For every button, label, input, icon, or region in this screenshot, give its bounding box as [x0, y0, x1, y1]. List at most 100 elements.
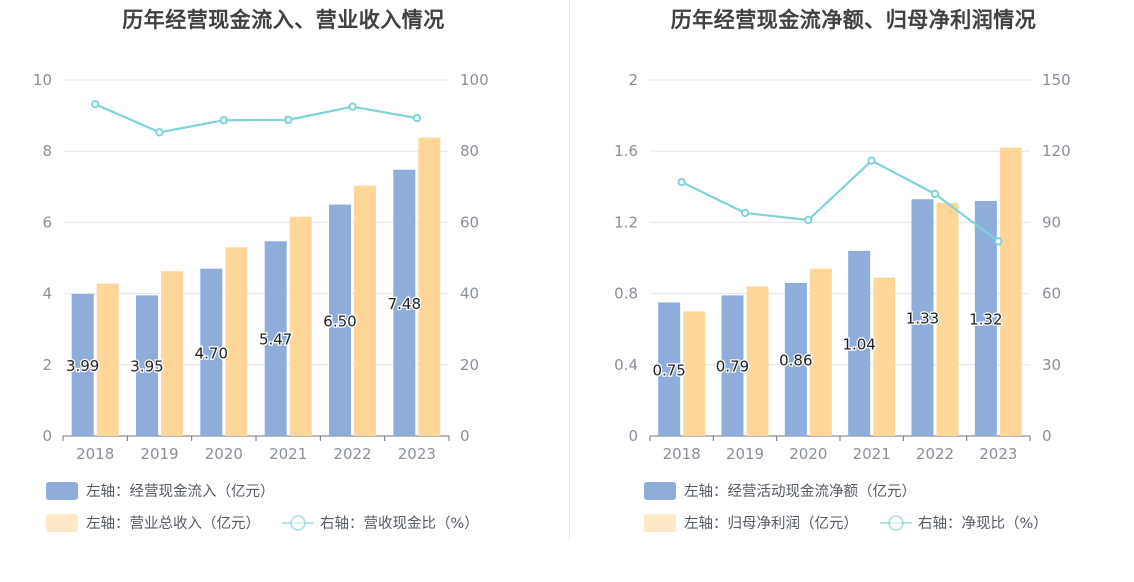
bar-2023-primary	[393, 169, 416, 436]
chart-plot-area: 0 0 0.4 30 0.8 60 1.2 90 1.6 120 2 150 0.75 2018 0.79 2…	[614, 71, 1071, 463]
left-axis-tick-label: 0.4	[614, 356, 638, 374]
bar-2023-secondary	[418, 137, 441, 436]
bar-2018-secondary	[683, 311, 706, 436]
legend-line-marker-icon[interactable]	[282, 514, 314, 532]
bar-data-label: 1.04	[842, 335, 875, 353]
left-axis-tick-label: 2	[42, 356, 52, 374]
legend-label-netcash[interactable]: 左轴：经营活动现金流净额（亿元）	[684, 484, 916, 500]
bar-2018-primary	[71, 293, 94, 436]
bar-2021-secondary	[873, 277, 896, 436]
x-axis-tick-label: 2019	[140, 445, 178, 463]
legend-label-profit[interactable]: 左轴：归母净利润（亿元）	[684, 516, 858, 532]
x-axis-tick-label: 2023	[979, 445, 1017, 463]
chart-plot-area: 0 0 2 20 4 40 6 60 8 80 10 100 3.99 2018 3.95 2019 4.70 2…	[33, 71, 489, 463]
right-axis-tick-label: 20	[460, 356, 479, 374]
right-axis-tick-label: 100	[460, 71, 489, 89]
legend-label-inflow[interactable]: 左轴：经营现金流入（亿元）	[86, 484, 275, 500]
legend-label-revenue[interactable]: 左轴：营业总收入（亿元）	[86, 516, 260, 532]
right-axis-tick-label: 150	[1042, 71, 1071, 89]
left-axis-tick-label: 2	[628, 71, 638, 89]
panel-divider	[569, 0, 570, 540]
right-axis-tick-label: 120	[1042, 142, 1071, 160]
legend-row-1: 左轴：经营活动现金流净额（亿元）	[644, 480, 916, 501]
left-axis-tick-label: 0.8	[614, 285, 638, 303]
ratio-point-2023	[412, 113, 422, 123]
right-axis-tick-label: 90	[1042, 213, 1061, 231]
bar-2021-secondary	[289, 216, 312, 436]
legend-label-netcash-ratio[interactable]: 右轴：净现比（%）	[918, 516, 1048, 532]
right-axis-tick-label: 60	[460, 213, 479, 231]
ratio-point-2021	[283, 115, 293, 125]
legend-row-2: 左轴：归母净利润（亿元） 右轴：净现比（%）	[644, 512, 1048, 533]
bar-2020-secondary	[225, 247, 248, 436]
legend-swatch-profit[interactable]	[644, 513, 676, 532]
bar-data-label: 6.50	[323, 312, 356, 330]
chart-panel-cashflow-revenue: 历年经营现金流入、营业收入情况 0 0 2 20 4 40 6 60 8 80 10 100 3.99 2…	[0, 0, 567, 560]
bar-data-label: 0.79	[716, 358, 749, 376]
ratio-point-2021	[867, 156, 876, 165]
x-axis-tick-label: 2020	[205, 445, 243, 463]
bar-2022-primary	[329, 204, 351, 436]
left-axis-tick-label: 8	[42, 142, 52, 160]
bar-data-label: 5.47	[259, 331, 292, 349]
bar-data-label: 3.95	[130, 358, 163, 376]
ratio-line	[681, 159, 999, 243]
x-axis-tick-label: 2019	[726, 445, 764, 463]
right-axis-tick-label: 30	[1042, 356, 1061, 374]
bar-2022-secondary	[936, 202, 959, 436]
left-axis-tick-label: 1.2	[614, 213, 638, 231]
bar-2019-primary	[721, 295, 744, 436]
x-axis-tick-label: 2023	[398, 445, 436, 463]
left-axis-tick-label: 1.6	[614, 142, 638, 160]
right-axis-tick-label: 40	[460, 285, 479, 303]
right-axis-tick-label: 0	[460, 427, 470, 445]
bar-2023-secondary	[999, 147, 1022, 436]
x-axis-tick-label: 2021	[853, 445, 891, 463]
ratio-point-2022	[930, 189, 940, 199]
bar-2020-primary	[784, 282, 807, 436]
ratio-line	[94, 103, 418, 134]
bar-data-label: 1.32	[969, 311, 1002, 329]
x-axis-tick-label: 2018	[76, 445, 114, 463]
bar-data-label: 1.33	[906, 310, 939, 328]
bar-data-label: 7.48	[388, 295, 421, 313]
right-axis-tick-label: 0	[1042, 427, 1052, 445]
legend-line-marker-icon[interactable]	[880, 514, 912, 532]
chart-title: 历年经营现金流净额、归母净利润情况	[670, 8, 1037, 32]
ratio-point-2018	[90, 100, 100, 109]
bar-2019-secondary	[746, 286, 769, 436]
legend-swatch-netcash[interactable]	[644, 481, 676, 500]
bar-2021-primary	[848, 250, 871, 436]
legend-swatch-revenue[interactable]	[46, 513, 78, 532]
bar-2021-primary	[264, 241, 287, 436]
left-axis-tick-label: 0	[628, 427, 638, 445]
ratio-point-2020	[804, 215, 813, 225]
right-axis-tick-label: 80	[460, 142, 479, 160]
left-axis-tick-label: 6	[42, 213, 52, 231]
ratio-point-2018	[677, 177, 686, 187]
ratio-point-2023	[994, 237, 1003, 246]
bar-data-label: 4.70	[195, 344, 228, 362]
left-axis-tick-label: 10	[33, 71, 52, 89]
x-axis-tick-label: 2020	[789, 445, 827, 463]
legend-row-2: 左轴：营业总收入（亿元） 右轴：营收现金比（%）	[46, 512, 479, 533]
left-axis-tick-label: 4	[42, 285, 52, 303]
legend-swatch-inflow[interactable]	[46, 481, 78, 500]
bar-2019-primary	[136, 295, 158, 436]
bar-2023-primary	[974, 201, 997, 436]
left-axis-tick-label: 0	[42, 427, 52, 445]
bar-2019-secondary	[161, 271, 183, 436]
ratio-point-2020	[219, 116, 229, 125]
bar-data-label: 0.86	[779, 351, 812, 369]
x-axis-tick-label: 2018	[663, 445, 701, 463]
x-axis-tick-label: 2022	[916, 445, 954, 463]
bar-2022-secondary	[354, 185, 376, 436]
legend-row-1: 左轴：经营现金流入（亿元）	[46, 480, 275, 501]
chart-panel-netcash-profit: 历年经营现金流净额、归母净利润情况 0 0 0.4 30 0.8 60 1.2 90 1.6 12…	[570, 0, 1134, 560]
bar-2018-primary	[658, 302, 681, 436]
ratio-point-2022	[348, 102, 357, 111]
bar-data-label: 3.99	[66, 357, 99, 375]
legend-label-ratio[interactable]: 右轴：营收现金比（%）	[320, 516, 479, 532]
right-axis-tick-label: 60	[1042, 285, 1061, 303]
bar-2022-primary	[911, 199, 934, 436]
